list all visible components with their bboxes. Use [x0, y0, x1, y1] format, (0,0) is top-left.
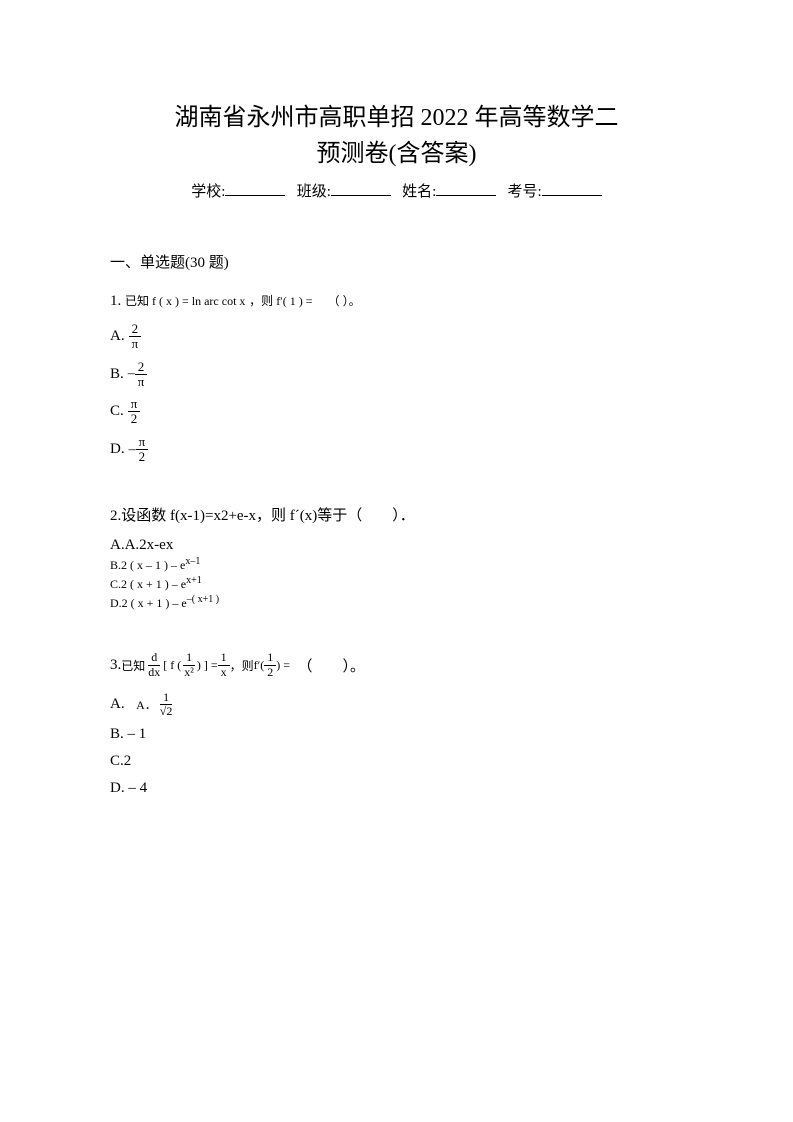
title-line-2: 预测卷(含答案)	[317, 141, 477, 167]
examid-blank[interactable]	[542, 180, 602, 196]
q3-half-frac: 1 2	[264, 651, 276, 678]
question-1: 1. 已知 f ( x ) = ln arc cot x ，则 f′( 1 ) …	[110, 292, 683, 464]
q1-d-frac: π 2	[136, 435, 149, 465]
section-header: 一、单选题(30 题)	[110, 251, 683, 272]
q3-ddx: d dx	[145, 651, 163, 678]
examid-label: 考号:	[508, 184, 542, 200]
q3-suffix: （ ）。	[298, 655, 366, 676]
q1-option-d: D. – π 2	[110, 435, 683, 465]
q1-text: 1. 已知 f ( x ) = ln arc cot x ，则 f′( 1 ) …	[110, 292, 683, 310]
question-3: 3. 已知 d dx [ f ( 1 x² ) ] = 1 x ，则 f′( 1…	[110, 651, 683, 797]
q1-d-neg: –	[129, 442, 136, 458]
q2-option-a: A.A.2x-ex	[110, 537, 683, 554]
student-info-line: 学校: 班级: 姓名: 考号:	[110, 180, 683, 201]
q2-number: 2.	[110, 508, 121, 524]
name-label: 姓名:	[402, 184, 436, 200]
q1-mid: ，则	[249, 294, 276, 308]
q2-option-c: C.2 ( x + 1 ) – ex+1	[110, 575, 683, 592]
q1-option-b: B. – 2 π	[110, 360, 683, 390]
q3-mid: ，则	[230, 657, 254, 674]
q1-d-label: D.	[110, 441, 125, 458]
q3-a-prefix: A．	[136, 696, 157, 713]
q1-formula1: f ( x ) = ln arc cot x	[152, 294, 245, 308]
q1-option-c: C. π 2	[110, 397, 683, 427]
q3-bracket-close: ) ] =	[197, 658, 218, 673]
q3-a-frac: 1 √2	[157, 691, 176, 718]
school-label: 学校:	[191, 184, 225, 200]
q1-b-label: B.	[110, 366, 124, 383]
q1-prefix: 已知	[125, 294, 152, 308]
q3-option-d: D. – 4	[110, 780, 683, 797]
q2-option-d: D.2 ( x + 1 ) – e–( x+1 )	[110, 594, 683, 611]
q3-fprime: f′(	[254, 658, 265, 673]
q1-formula2: f′( 1 ) =	[276, 294, 312, 308]
q2-body: 设函数 f(x-1)=x2+e-x，则 f´(x)等于（ ）．	[121, 508, 415, 524]
q3-option-c: C.2	[110, 753, 683, 770]
q3-rhs-frac: 1 x	[218, 651, 230, 678]
q1-b-frac: 2 π	[135, 360, 148, 390]
exam-title: 湖南省永州市高职单招 2022 年高等数学二 预测卷(含答案)	[110, 100, 683, 172]
q3-a-label: A.	[110, 696, 125, 713]
q1-c-label: C.	[110, 403, 124, 420]
title-line-1: 湖南省永州市高职单招 2022 年高等数学二	[175, 105, 619, 131]
class-label: 班级:	[297, 184, 331, 200]
q1-a-label: A.	[110, 328, 125, 345]
q3-number: 3.	[110, 657, 121, 674]
class-blank[interactable]	[331, 180, 391, 196]
q3-option-a: A. A． 1 √2	[110, 691, 683, 718]
q2-option-b: B.2 ( x – 1 ) – ex–1	[110, 556, 683, 573]
q1-suffix: （ ）。	[328, 294, 361, 308]
q3-text: 3. 已知 d dx [ f ( 1 x² ) ] = 1 x ，则 f′( 1…	[110, 651, 683, 678]
name-blank[interactable]	[436, 180, 496, 196]
q3-prefix: 已知	[121, 657, 145, 674]
q1-a-frac: 2 π	[129, 322, 142, 352]
q1-b-neg: –	[128, 366, 135, 382]
q3-inner-frac: 1 x²	[181, 651, 197, 678]
q3-close: ) =	[276, 658, 290, 673]
question-2: 2.设函数 f(x-1)=x2+e-x，则 f´(x)等于（ ）． A.A.2x…	[110, 504, 683, 611]
q1-number: 1.	[110, 293, 121, 309]
q1-c-frac: π 2	[128, 397, 141, 427]
q3-option-b: B. – 1	[110, 726, 683, 743]
q3-bracket-open: [ f (	[163, 658, 181, 673]
school-blank[interactable]	[225, 180, 285, 196]
q1-option-a: A. 2 π	[110, 322, 683, 352]
q2-text: 2.设函数 f(x-1)=x2+e-x，则 f´(x)等于（ ）．	[110, 504, 683, 525]
